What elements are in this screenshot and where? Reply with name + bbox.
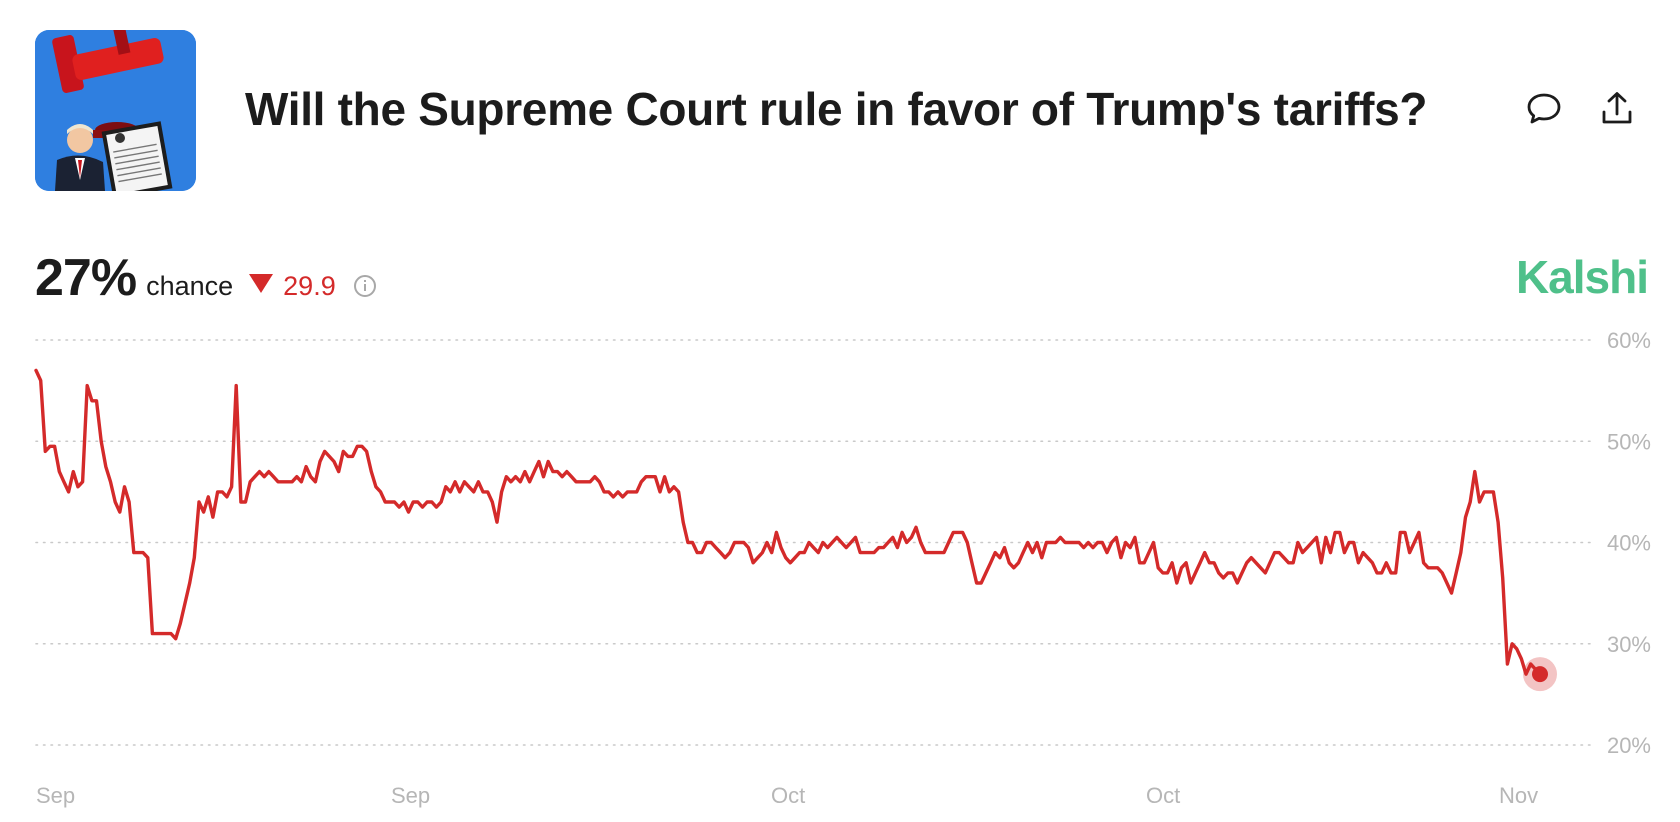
y-tick-label: 60% — [1607, 328, 1651, 353]
x-tick-label: Oct — [771, 783, 805, 808]
current-point-marker — [1532, 666, 1548, 683]
brand-logo: Kalshi — [1515, 251, 1649, 303]
chance-label: chance — [146, 271, 234, 301]
share-icon — [1602, 92, 1632, 124]
change-indicator: 29.9 — [249, 271, 336, 302]
change-value: 29.9 — [283, 271, 336, 301]
x-tick-label: Sep — [391, 783, 430, 808]
share-button[interactable] — [1597, 88, 1637, 128]
y-tick-label: 50% — [1607, 429, 1651, 454]
info-icon[interactable] — [353, 275, 376, 297]
market-title: Will the Supreme Court rule in favor of … — [245, 83, 1428, 135]
x-tick-label: Oct — [1146, 783, 1180, 808]
chance-value: 27% — [35, 249, 137, 307]
y-tick-label: 40% — [1607, 531, 1651, 556]
market-thumbnail — [35, 30, 196, 191]
gavel-tariff-illustration — [35, 30, 196, 191]
x-tick-label: Nov — [1499, 783, 1538, 808]
x-tick-label: Sep — [36, 783, 75, 808]
probability-summary: 27% chance 29.9 — [35, 248, 376, 308]
down-triangle-icon — [249, 274, 274, 293]
comment-button[interactable] — [1524, 88, 1564, 128]
series-line — [34, 368, 1542, 676]
y-tick-label: 30% — [1607, 632, 1651, 657]
y-tick-label: 20% — [1607, 733, 1651, 758]
price-chart[interactable]: 20% 30% 40% 50% 60% Sep Sep Oct Oct Nov — [0, 300, 1680, 820]
comment-icon — [1527, 93, 1561, 124]
